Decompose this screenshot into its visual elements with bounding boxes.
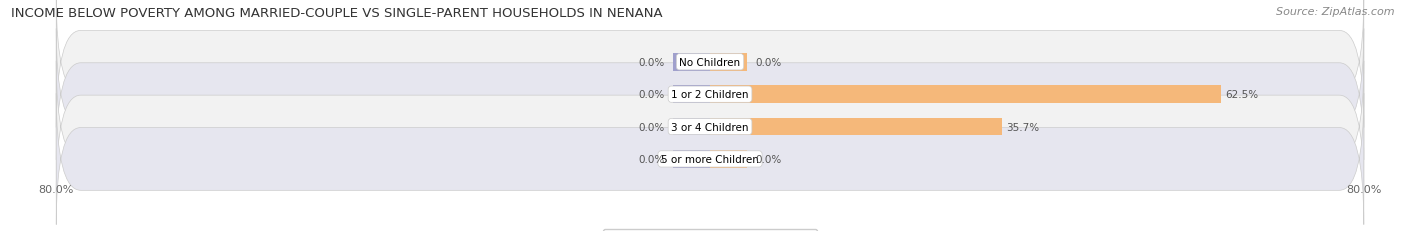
- Text: 5 or more Children: 5 or more Children: [661, 154, 759, 164]
- Text: INCOME BELOW POVERTY AMONG MARRIED-COUPLE VS SINGLE-PARENT HOUSEHOLDS IN NENANA: INCOME BELOW POVERTY AMONG MARRIED-COUPL…: [11, 7, 662, 20]
- Text: 0.0%: 0.0%: [638, 154, 665, 164]
- Bar: [710, 86, 1220, 104]
- Bar: [673, 86, 710, 104]
- Text: 1 or 2 Children: 1 or 2 Children: [671, 90, 749, 100]
- Bar: [710, 118, 1002, 136]
- FancyBboxPatch shape: [56, 62, 1364, 192]
- Text: 35.7%: 35.7%: [1005, 122, 1039, 132]
- Text: 0.0%: 0.0%: [638, 58, 665, 67]
- Bar: [673, 150, 710, 168]
- Bar: [710, 150, 747, 168]
- Bar: [673, 118, 710, 136]
- Bar: [673, 54, 710, 71]
- FancyBboxPatch shape: [56, 0, 1364, 128]
- Text: 0.0%: 0.0%: [755, 154, 782, 164]
- FancyBboxPatch shape: [56, 94, 1364, 225]
- Text: Source: ZipAtlas.com: Source: ZipAtlas.com: [1277, 7, 1395, 17]
- FancyBboxPatch shape: [56, 29, 1364, 160]
- Text: 0.0%: 0.0%: [638, 90, 665, 100]
- Text: 0.0%: 0.0%: [638, 122, 665, 132]
- Text: No Children: No Children: [679, 58, 741, 67]
- Text: 62.5%: 62.5%: [1225, 90, 1258, 100]
- Text: 3 or 4 Children: 3 or 4 Children: [671, 122, 749, 132]
- Text: 0.0%: 0.0%: [755, 58, 782, 67]
- Legend: Married Couples, Single Parents: Married Couples, Single Parents: [603, 229, 817, 231]
- Bar: [710, 54, 747, 71]
